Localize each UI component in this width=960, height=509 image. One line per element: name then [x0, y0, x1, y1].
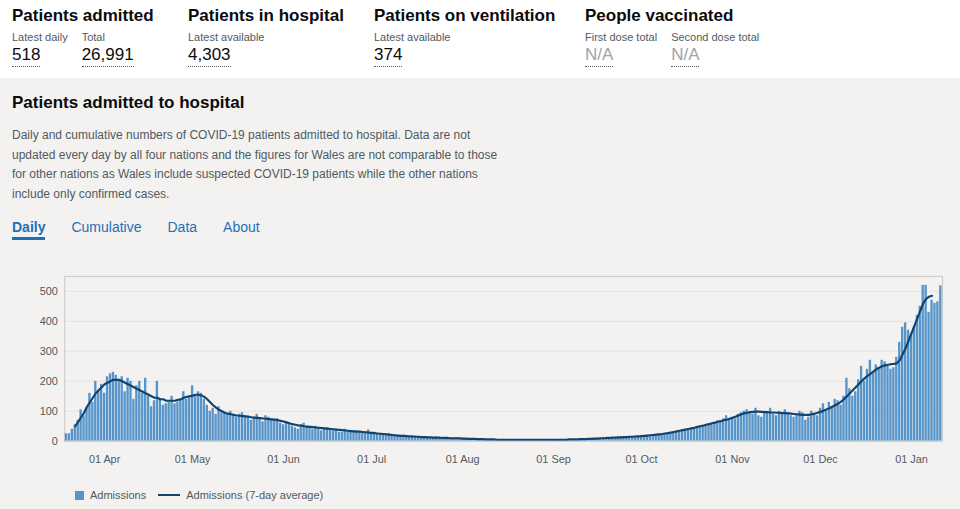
html-text:26,991: 26,991 — [81, 45, 134, 64]
html-text:Admissions (7-day average): Admissions (7-day average) — [186, 489, 324, 502]
html-text:Latest available: Latest available — [374, 31, 451, 43]
html-text:N/A: N/A — [585, 45, 614, 64]
html-text:Total: Total — [81, 31, 105, 43]
svg-text:400: 400 — [40, 315, 58, 327]
svg-text:300: 300 — [40, 345, 58, 357]
svg-text:0: 0 — [52, 435, 58, 447]
svg-text:01 Jun: 01 Jun — [267, 453, 300, 465]
svg-text:01 Sep: 01 Sep — [536, 453, 570, 465]
html-text:Patients on ventilation: Patients on ventilation — [374, 6, 556, 25]
html-text:Second dose total: Second dose total — [671, 31, 760, 43]
svg-text:01 Jul: 01 Jul — [357, 453, 386, 465]
html-text:First dose total: First dose total — [585, 31, 658, 43]
svg-text:01 Jan: 01 Jan — [895, 453, 928, 465]
html-text:N/A: N/A — [671, 45, 700, 64]
html-text:Daily and cumulative numbers o: Daily and cumulative numbers of COVID-19… — [12, 128, 498, 202]
html-text:374: 374 — [374, 45, 403, 64]
html-text:About: About — [223, 218, 260, 235]
svg-text:100: 100 — [40, 405, 58, 417]
svg-text:500: 500 — [40, 285, 58, 297]
html-text:Latest daily: Latest daily — [12, 31, 68, 43]
svg-text:01 Nov: 01 Nov — [715, 453, 750, 465]
html-text:Latest available: Latest available — [188, 31, 265, 43]
svg-text:01 Oct: 01 Oct — [626, 453, 658, 465]
html-text:518: 518 — [12, 45, 41, 64]
svg-text:200: 200 — [40, 375, 58, 387]
svg-text:01 Dec: 01 Dec — [803, 453, 838, 465]
svg-text:01 May: 01 May — [175, 453, 211, 465]
html-text:Data: Data — [167, 218, 198, 235]
html-text:4,303: 4,303 — [188, 45, 231, 64]
html-text:Patients admitted: Patients admitted — [12, 6, 154, 25]
html-text:Patients in hospital: Patients in hospital — [188, 6, 344, 25]
html-text:Daily: Daily — [12, 218, 46, 235]
svg-text:01 Aug: 01 Aug — [446, 453, 480, 465]
html-text:Admissions: Admissions — [90, 489, 147, 502]
html-text:People vaccinated: People vaccinated — [585, 6, 734, 25]
svg-text:01 Apr: 01 Apr — [89, 453, 121, 465]
html-text:Patients admitted to hospital: Patients admitted to hospital — [12, 93, 245, 112]
html-text:Cumulative: Cumulative — [71, 218, 142, 235]
